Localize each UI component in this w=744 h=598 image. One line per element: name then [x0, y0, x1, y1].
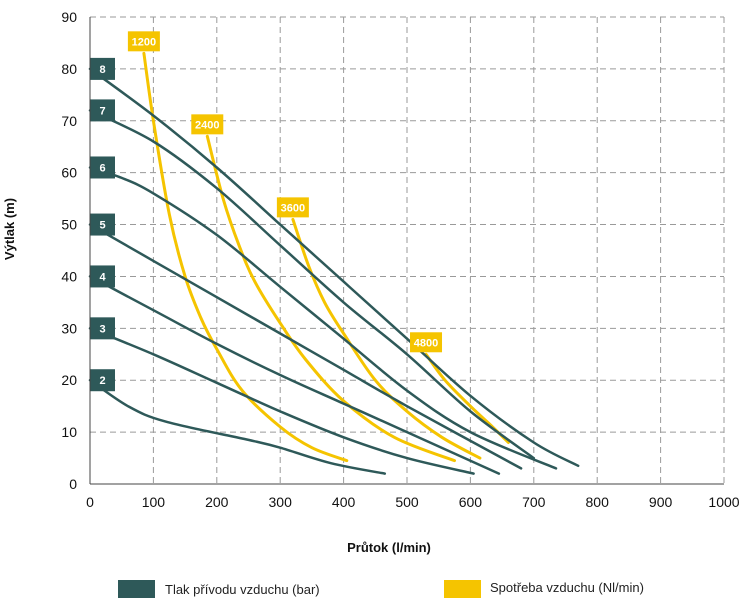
y-axis-title: Výtlak (m)	[2, 198, 17, 260]
y-tick-label: 90	[61, 9, 77, 25]
pressure-badge-label: 4	[99, 271, 106, 283]
axes: 0 100 200 300 400 500 600 700 800 900 1000 0 10 20 30 4…	[61, 9, 739, 510]
pressure-badge-5: 5	[90, 213, 115, 236]
pressure-curve-6	[88, 166, 558, 470]
consumption-badge-box	[410, 332, 443, 353]
pressure-badge-7: 7	[90, 99, 115, 122]
pressure-curve-5	[88, 223, 523, 470]
x-tick-label: 200	[205, 494, 229, 510]
pressure-badge-2: 2	[90, 369, 115, 392]
x-tick-label: 400	[332, 494, 356, 510]
consumption-curve-1200	[142, 51, 349, 463]
y-tick-label: 70	[61, 113, 77, 129]
x-tick-label: 700	[522, 494, 546, 510]
consumption-badge-2400: 2400	[191, 114, 224, 135]
pressure-badge-box	[90, 156, 115, 179]
consumption-badge-1200: 1200	[127, 31, 160, 52]
pressure-badge-box	[90, 369, 115, 392]
y-tick-label: 0	[69, 476, 77, 492]
consumption-badge-box	[276, 197, 309, 218]
consumption-badge-label: 4800	[414, 337, 438, 349]
y-tick-label: 10	[61, 424, 77, 440]
pressure-badge-8: 8	[90, 57, 115, 80]
pressure-badge-box	[90, 57, 115, 80]
legend-swatch-consumption	[444, 580, 481, 598]
pressure-badge-label: 7	[99, 105, 105, 117]
x-tick-label: 300	[269, 494, 293, 510]
pressure-badge-6: 6	[90, 156, 115, 179]
legend-label-consumption: Spotřeba vzduchu (Nl/min)	[490, 580, 644, 595]
pressure-curve-4	[88, 275, 501, 475]
x-tick-label: 900	[649, 494, 673, 510]
pressure-badge-label: 3	[99, 323, 105, 335]
x-tick-label: 800	[586, 494, 610, 510]
pressure-curve-3	[88, 327, 475, 475]
curves	[88, 51, 580, 475]
series-badges: 2 3 4 5 6 7 8 1200 2400 3600 4800	[90, 31, 443, 392]
x-tick-label: 1000	[708, 494, 739, 510]
pressure-badge-label: 2	[99, 375, 105, 387]
legend-swatch-pressure	[118, 580, 155, 598]
pressure-curve-7	[88, 109, 536, 460]
x-tick-label: 0	[86, 494, 94, 510]
consumption-badge-label: 1200	[132, 36, 156, 48]
pressure-curve-2	[88, 378, 387, 475]
pressure-badge-box	[90, 213, 115, 236]
x-axis-title: Průtok (l/min)	[347, 540, 431, 555]
y-tick-label: 80	[61, 61, 77, 77]
consumption-badge-4800: 4800	[410, 332, 443, 353]
pressure-badge-box	[90, 265, 115, 288]
consumption-curve-2400	[205, 134, 456, 463]
pressure-badge-3: 3	[90, 317, 115, 340]
y-tick-label: 50	[61, 217, 77, 233]
x-tick-label: 600	[459, 494, 483, 510]
x-tick-label: 500	[395, 494, 419, 510]
pressure-badge-4: 4	[90, 265, 115, 288]
consumption-badge-label: 2400	[195, 119, 219, 131]
legend-label-pressure: Tlak přívodu vzduchu (bar)	[165, 582, 320, 597]
consumption-badge-box	[191, 114, 224, 135]
pressure-badge-label: 5	[99, 220, 105, 232]
pressure-badge-box	[90, 317, 115, 340]
consumption-badge-3600: 3600	[276, 197, 309, 218]
y-tick-label: 30	[61, 320, 77, 336]
pressure-badge-box	[90, 99, 115, 122]
y-tick-label: 60	[61, 165, 77, 181]
y-tick-label: 40	[61, 268, 77, 284]
pressure-badge-label: 8	[99, 64, 105, 76]
consumption-badge-box	[127, 31, 160, 52]
pressure-badge-label: 6	[99, 162, 105, 174]
x-tick-label: 100	[142, 494, 166, 510]
y-tick-label: 20	[61, 372, 77, 388]
consumption-badge-label: 3600	[281, 202, 305, 214]
legend: Tlak přívodu vzduchu (bar) Spotřeba vzdu…	[118, 580, 644, 598]
pressure-curve-8	[88, 67, 580, 468]
consumption-curve-3600	[291, 217, 482, 460]
